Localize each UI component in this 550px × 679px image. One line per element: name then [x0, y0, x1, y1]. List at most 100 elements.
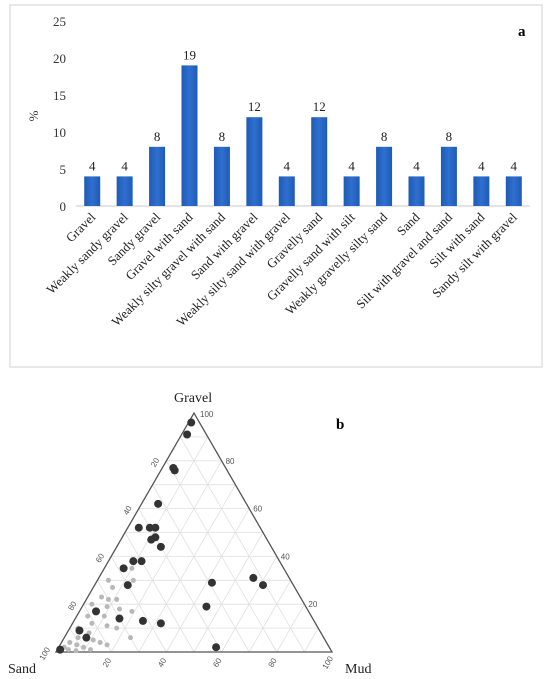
ternary-point — [129, 608, 135, 614]
bar — [343, 176, 360, 206]
panel-label-b: b — [336, 417, 344, 433]
bar-value-label: 4 — [478, 158, 485, 173]
bar — [440, 146, 457, 206]
y-axis-label: % — [26, 110, 41, 121]
ternary-point — [134, 523, 143, 532]
right-axis-tick-label: 80 — [226, 457, 235, 466]
bar-value-label: 19 — [183, 47, 196, 62]
ternary-point — [110, 584, 116, 590]
ternary-point — [207, 578, 216, 587]
grid-line — [304, 627, 319, 653]
bottom-axis-tick-label: 20 — [101, 656, 114, 669]
ternary-point — [73, 648, 79, 654]
ternary-point — [138, 616, 147, 625]
ternary-point — [128, 635, 134, 641]
ternary-point — [90, 637, 96, 643]
ternary-point — [212, 643, 221, 652]
ternary-point — [156, 542, 165, 551]
ternary-point — [145, 523, 154, 532]
bar — [213, 146, 230, 206]
ternary-point — [183, 430, 192, 439]
y-tick-label: 5 — [60, 162, 67, 177]
ternary-point — [67, 639, 73, 645]
ternary-point — [104, 623, 110, 629]
ternary-point — [202, 602, 211, 611]
panel-label-a: a — [518, 24, 526, 40]
ternary-point — [129, 565, 135, 571]
ternary-point — [147, 535, 156, 544]
right-axis-tick-label: 40 — [281, 552, 290, 561]
left-axis-tick-label: 100 — [38, 645, 53, 662]
ternary-points — [56, 418, 267, 654]
ternary-point — [92, 607, 101, 616]
ternary-point — [85, 613, 91, 619]
ternary-point — [75, 626, 84, 635]
bar — [505, 176, 522, 206]
bar — [246, 117, 263, 206]
right-axis-tick-label: 20 — [308, 600, 317, 609]
bar — [181, 65, 198, 207]
y-tick-label: 10 — [53, 125, 66, 140]
ternary-point — [115, 614, 124, 623]
left-axis-tick-label: 20 — [149, 456, 162, 469]
grid-line — [248, 580, 291, 653]
ternary-frame — [54, 411, 334, 653]
bar-value-label: 4 — [121, 158, 128, 173]
ternary-point — [81, 644, 87, 650]
grid-line — [110, 556, 167, 653]
ternary-point — [89, 620, 95, 626]
bar — [278, 176, 295, 206]
ternary-point — [105, 596, 111, 602]
y-tick-label: 25 — [53, 14, 66, 29]
ternary-point — [259, 581, 267, 590]
ternary-point — [137, 557, 146, 566]
y-tick-label: 15 — [53, 88, 66, 103]
ternary-point — [116, 606, 122, 612]
bar — [84, 176, 101, 206]
ternary-point — [89, 601, 95, 607]
ternary-point — [75, 635, 81, 641]
ternary-point — [119, 564, 128, 573]
right-axis-tick-label: 60 — [253, 505, 262, 514]
ternary-point — [82, 633, 91, 642]
bar — [311, 117, 328, 206]
y-tick-label: 20 — [53, 51, 66, 66]
bar-value-label: 4 — [413, 158, 420, 173]
y-tick-label: 0 — [60, 199, 67, 214]
ternary-point — [154, 499, 163, 508]
bar-value-label: 4 — [348, 158, 355, 173]
ternary-point — [97, 639, 103, 645]
ternary-point — [74, 642, 80, 648]
ternary-point — [104, 642, 110, 648]
bar-chart-panel-a: a % 0 5 10 15 20 25 4 4 8 19 8 12 4 12 4 8 4 8 4 4 GravelW… — [9, 4, 543, 368]
ternary-point — [187, 418, 196, 427]
bar-value-label: 8 — [154, 129, 161, 144]
bar — [149, 146, 166, 206]
left-axis-tick-label: 60 — [94, 552, 107, 565]
ternary-point — [114, 596, 120, 602]
vertex-label-gravel: Gravel — [174, 391, 212, 406]
ternary-point — [104, 604, 110, 610]
bar-value-label: 8 — [219, 129, 226, 144]
bar-value-label: 12 — [248, 99, 261, 114]
left-axis-tick-label: 80 — [66, 599, 79, 612]
left-axis-tick-label: 40 — [122, 504, 135, 517]
bar-value-label: 8 — [381, 129, 388, 144]
ternary-point — [56, 645, 65, 654]
chart-frame — [9, 4, 543, 368]
grid-line — [276, 603, 305, 653]
ternary-point — [114, 625, 120, 631]
bar-value-label: 8 — [446, 129, 453, 144]
bars — [84, 65, 522, 207]
ternary-point — [123, 581, 132, 590]
bottom-axis-tick-label: 100 — [321, 654, 336, 671]
bar-value-label: 12 — [313, 99, 326, 114]
bar-value-label: 4 — [284, 158, 291, 173]
grid-line — [138, 484, 236, 653]
vertex-label-mud: Mud — [345, 662, 371, 677]
bottom-axis-tick-label: 60 — [211, 656, 224, 669]
grid-line — [193, 532, 264, 653]
bar — [408, 176, 425, 206]
bottom-axis-tick-label: 40 — [156, 656, 169, 669]
